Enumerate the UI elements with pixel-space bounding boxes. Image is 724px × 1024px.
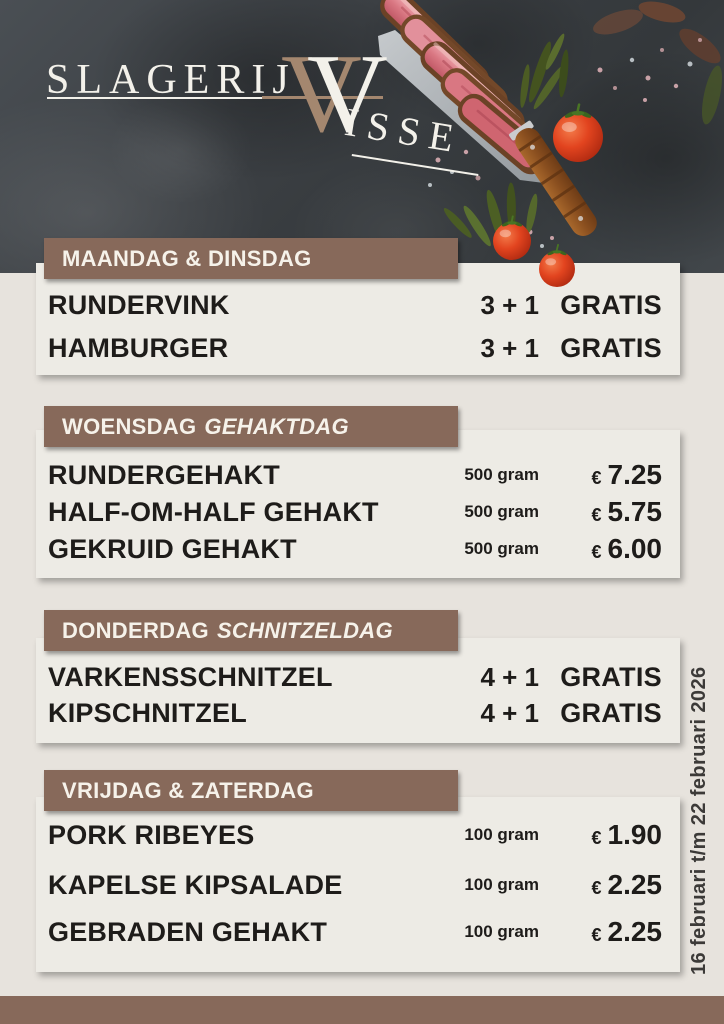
item-weight: 500 gram xyxy=(464,502,539,521)
item-value: 1.90 xyxy=(607,819,663,850)
item-value: 2.25 xyxy=(607,869,663,900)
euro-symbol: € xyxy=(591,828,602,848)
offers-card-donderdag: VARKENSSCHNITZEL 4 + 1 GRATIS KIPSCHNITZ… xyxy=(36,638,680,743)
euro-symbol: € xyxy=(591,468,602,488)
hero-photo-art xyxy=(378,0,723,260)
euro-symbol: € xyxy=(591,925,602,945)
item-price: €7.25 xyxy=(567,459,662,491)
item-value: 7.25 xyxy=(607,459,663,490)
item-weight: 500 gram xyxy=(464,465,539,484)
thyme-sprigs-icon xyxy=(443,182,538,247)
menu-item-row: PORK RIBEYES 100 gram €1.90 xyxy=(48,818,662,852)
brand-monogram-v-white: V xyxy=(307,32,388,156)
section-theme-label: SCHNITZELDAG xyxy=(216,617,393,643)
menu-item-row: GEBRADEN GEHAKT 100 gram €2.25 xyxy=(48,915,662,949)
menu-item-row: GEKRUID GEHAKT 500 gram €6.00 xyxy=(48,532,662,566)
item-name: GEKRUID GEHAKT xyxy=(48,533,297,564)
item-value: 2.25 xyxy=(607,916,663,947)
item-price: €2.25 xyxy=(567,916,662,948)
menu-item-row: RUNDERGEHAKT 500 gram €7.25 xyxy=(48,458,662,492)
item-name: KIPSCHNITZEL xyxy=(48,697,247,728)
logo-accent-line xyxy=(262,96,383,99)
menu-item-row: KAPELSE KIPSALADE 100 gram €2.25 xyxy=(48,868,662,902)
item-offer-quantity: 3 + 1 xyxy=(480,289,539,320)
menu-item-row: RUNDERVINK 3 + 1 GRATIS xyxy=(48,288,662,322)
item-name: HALF-OM-HALF GEHAKT xyxy=(48,496,379,527)
section-header-woensdag: WOENSDAG GEHAKTDAG xyxy=(44,406,458,447)
item-price: €2.25 xyxy=(567,869,662,901)
section-day-label: VRIJDAG & ZATERDAG xyxy=(62,777,314,803)
dried-herbs-image xyxy=(593,1,723,125)
item-price: GRATIS xyxy=(560,698,662,729)
item-name: VARKENSSCHNITZEL xyxy=(48,661,333,692)
item-value: GRATIS xyxy=(560,332,662,363)
menu-item-row: VARKENSSCHNITZEL 4 + 1 GRATIS xyxy=(48,660,662,694)
offers-card-woensdag: RUNDERGEHAKT 500 gram €7.25 HALF-OM-HALF… xyxy=(36,430,680,578)
item-price: GRATIS xyxy=(560,290,662,321)
tomato-icon xyxy=(539,243,575,287)
offers-card-vrijdag-zaterdag: PORK RIBEYES 100 gram €1.90 KAPELSE KIPS… xyxy=(36,797,680,972)
hero-photo: SLAGERIJ V V ISSE xyxy=(0,0,724,273)
offers-card-maandag-dinsdag: RUNDERVINK 3 + 1 GRATIS HAMBURGER 3 + 1 … xyxy=(36,263,680,375)
logo-underline xyxy=(47,97,264,99)
item-offer-quantity: 4 + 1 xyxy=(480,697,539,728)
footer-bar xyxy=(0,996,724,1024)
section-header-donderdag: DONDERDAG SCHNITZELDAG xyxy=(44,610,458,651)
euro-symbol: € xyxy=(591,542,602,562)
item-value: GRATIS xyxy=(560,697,662,728)
item-weight: 100 gram xyxy=(464,922,539,941)
section-day-label: MAANDAG & DINSDAG xyxy=(62,245,312,271)
thyme-sprigs-icon xyxy=(520,33,569,110)
menu-item-row: HAMBURGER 3 + 1 GRATIS xyxy=(48,331,662,365)
item-weight: 500 gram xyxy=(464,539,539,558)
menu-item-row: KIPSCHNITZEL 4 + 1 GRATIS xyxy=(48,696,662,730)
menu-item-row: HALF-OM-HALF GEHAKT 500 gram €5.75 xyxy=(48,495,662,529)
euro-symbol: € xyxy=(591,505,602,525)
brand-name-slagerij: SLAGERIJ xyxy=(46,57,296,103)
steak-slices-image xyxy=(380,0,548,175)
item-price: €1.90 xyxy=(567,819,662,851)
section-day-label: DONDERDAG xyxy=(62,617,209,643)
brand-monogram-v-tan: V xyxy=(281,32,362,156)
knife-handle-icon xyxy=(509,120,597,237)
validity-period-label: 16 februari t/m 22 februari 2026 xyxy=(688,666,710,976)
item-value: GRATIS xyxy=(560,289,662,320)
item-offer-quantity: 3 + 1 xyxy=(480,332,539,363)
tomato-icon xyxy=(553,103,603,162)
item-name: GEBRADEN GEHAKT xyxy=(48,916,328,947)
section-day-label: WOENSDAG xyxy=(62,413,197,439)
item-price: €5.75 xyxy=(567,496,662,528)
section-theme-label: GEHAKTDAG xyxy=(204,413,349,439)
item-price: GRATIS xyxy=(560,662,662,693)
item-value: 5.75 xyxy=(607,496,663,527)
euro-symbol: € xyxy=(591,878,602,898)
item-name: RUNDERGEHAKT xyxy=(48,459,280,490)
item-value: 6.00 xyxy=(607,533,663,564)
item-weight: 100 gram xyxy=(464,825,539,844)
item-value: GRATIS xyxy=(560,661,662,692)
tomato-icon xyxy=(493,215,531,260)
section-header-maandag-dinsdag: MAANDAG & DINSDAG xyxy=(44,238,458,279)
item-price: GRATIS xyxy=(560,333,662,364)
item-weight: 100 gram xyxy=(464,875,539,894)
item-price: €6.00 xyxy=(567,533,662,565)
section-header-vrijdag-zaterdag: VRIJDAG & ZATERDAG xyxy=(44,770,458,811)
item-offer-quantity: 4 + 1 xyxy=(480,661,539,692)
item-name: RUNDERVINK xyxy=(48,289,230,320)
item-name: KAPELSE KIPSALADE xyxy=(48,869,343,900)
item-name: PORK RIBEYES xyxy=(48,819,255,850)
item-name: HAMBURGER xyxy=(48,332,229,363)
